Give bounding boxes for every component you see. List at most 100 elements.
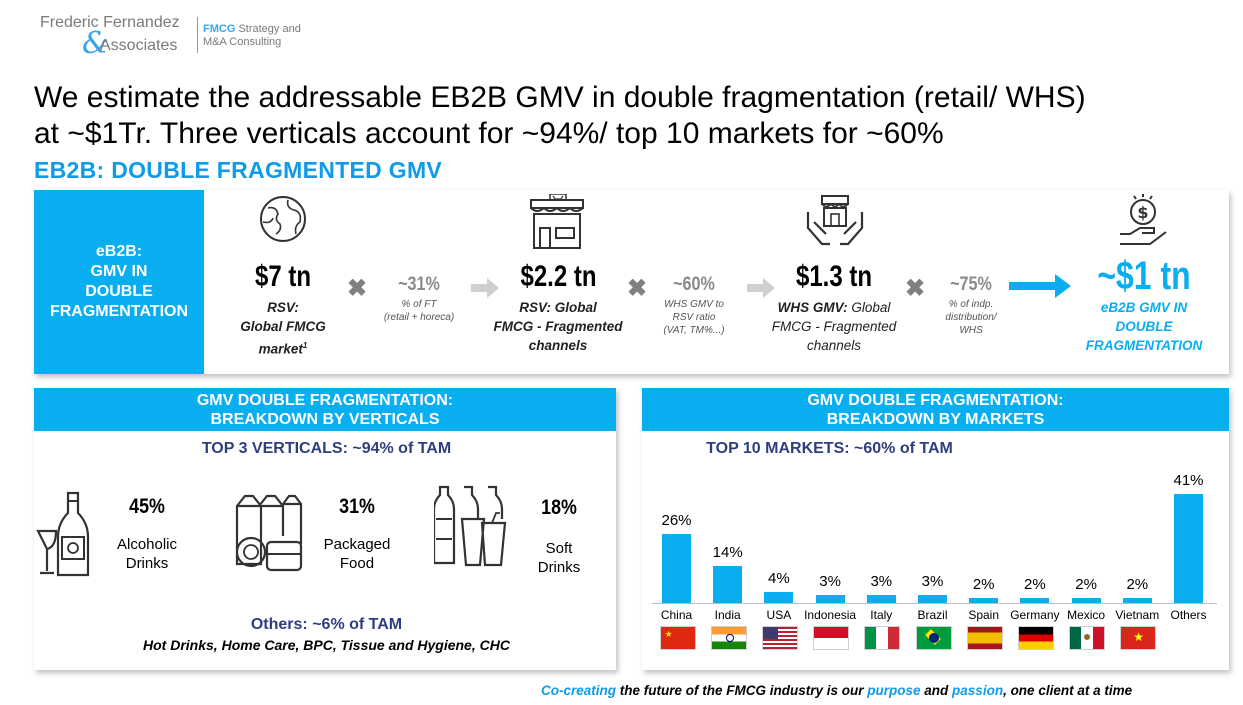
vertical-label: Soft Drinks — [514, 539, 604, 577]
verticals-others-list: Hot Drinks, Home Care, BPC, Tissue and H… — [143, 637, 510, 653]
chart-bar — [662, 533, 691, 603]
step-description: WHS GMV: Global FMCG - Fragmented channe… — [759, 298, 909, 355]
footer-highlight: passion — [952, 683, 1004, 698]
subheadline: EB2B: DOUBLE FRAGMENTED GMV — [34, 157, 443, 183]
flow-label-line: FRAGMENTATION — [49, 303, 189, 320]
step-desc-line: RSV: — [267, 300, 299, 315]
step-value: $7 tn — [254, 260, 312, 293]
footer-tagline: Co-creating the future of the FMCG indus… — [541, 683, 1132, 698]
category-label: Indonesia — [804, 608, 857, 622]
vertical-pct: 45% — [129, 495, 165, 518]
svg-text:$: $ — [1137, 203, 1148, 222]
logo-ampersand: & — [82, 26, 109, 61]
ratio-value: ~75% — [950, 274, 992, 295]
chart-bar — [1020, 597, 1050, 603]
ratio-note-line: distribution/ — [945, 312, 997, 323]
category-label: Others — [1170, 608, 1207, 622]
germany-flag-icon — [1017, 626, 1054, 650]
verticals-panel-title: GMV DOUBLE FRAGMENTATION: BREAKDOWN BY V… — [34, 388, 616, 431]
logo-name-line1: Frederic Fernandez — [40, 14, 180, 31]
chart-bar — [713, 565, 743, 603]
ratio-note: % of indp. distribution/ WHS — [923, 298, 1019, 337]
multiply-icon: ✖ — [346, 275, 368, 302]
bar-value-label: 26% — [661, 511, 692, 529]
step-description: RSV: Global FMCG - Fragmented channels — [483, 298, 633, 355]
vietnam-flag-icon: ★ — [1120, 626, 1157, 650]
ratio-note-line: % of FT — [401, 299, 437, 310]
vertical-label-line: Soft — [545, 540, 573, 557]
chart-bar — [918, 595, 947, 603]
logo-tagline-line1: FMCG Strategy and — [203, 23, 301, 35]
category-label: Spain — [968, 608, 1000, 622]
verticals-panel: GMV DOUBLE FRAGMENTATION: BREAKDOWN BY V… — [34, 388, 616, 670]
chart-bar — [1174, 493, 1203, 603]
footer-highlight: Co-creating — [541, 683, 617, 698]
panel-title-line: BREAKDOWN BY VERTICALS — [210, 411, 440, 428]
step-desc-line: FMCG - Fragmented — [771, 319, 897, 334]
spain-flag-icon — [966, 626, 1003, 650]
multiply-icon: ✖ — [626, 275, 648, 302]
vertical-label: Packaged Food — [312, 535, 402, 573]
packaged-food-icon — [229, 494, 309, 574]
footer-text: and — [920, 683, 953, 698]
mexico-flag-icon — [1069, 626, 1106, 650]
step-desc-line: WHS GMV: Global — [759, 298, 909, 317]
category-label: Germany — [1010, 608, 1060, 622]
arrow-icon — [471, 278, 499, 303]
ratio-note-line: WHS — [959, 325, 983, 336]
step-desc-line: channels — [806, 338, 862, 353]
vertical-label-line: Packaged — [323, 536, 391, 553]
chart-bar — [969, 597, 999, 603]
vertical-pct: 31% — [339, 495, 375, 518]
ratio-note-line: (VAT, TM%...) — [663, 325, 725, 336]
logo-name-line2: Associates — [100, 37, 178, 54]
markets-top-heading: TOP 10 MARKETS: ~60% of TAM — [706, 440, 953, 457]
bar-value-label: 14% — [712, 543, 743, 561]
headline-line1: We estimate the addressable EB2B GMV in … — [34, 81, 1086, 114]
ratio-note-line: % of indp. — [948, 299, 994, 310]
vertical-label-line: Alcoholic — [116, 536, 178, 553]
flow-panel: eB2B: GMV IN DOUBLE FRAGMENTATION $7 tn … — [34, 190, 1229, 374]
bar-value-label: 2% — [1024, 575, 1046, 593]
category-label: Vietnam — [1115, 608, 1160, 622]
chart-bar — [815, 595, 845, 603]
markets-panel-title: GMV DOUBLE FRAGMENTATION: BREAKDOWN BY M… — [642, 388, 1229, 431]
flow-label-line: GMV IN — [90, 263, 148, 280]
x-axis-line — [652, 603, 1218, 604]
italy-flag-icon — [864, 626, 901, 650]
step-desc-text: Global — [847, 300, 891, 315]
panel-title-line: GMV DOUBLE FRAGMENTATION: — [196, 392, 454, 409]
india-flag-icon — [710, 626, 747, 650]
headline-line2: at ~$1Tr. Three verticals account for ~9… — [34, 117, 944, 150]
category-label: Brazil — [917, 608, 948, 622]
step-desc-line: market1 — [223, 336, 343, 359]
footnote-mark: 1 — [302, 341, 308, 350]
storefront-icon — [528, 193, 586, 250]
bar-value-label: 4% — [768, 570, 790, 588]
multiply-icon: ✖ — [904, 275, 926, 302]
flow-label-box: eB2B: GMV IN DOUBLE FRAGMENTATION — [34, 190, 204, 374]
step-desc-bold: WHS GMV: — [777, 300, 848, 315]
bar-value-label: 3% — [819, 573, 841, 590]
vertical-pct: 18% — [541, 496, 577, 519]
brazil-flag-icon — [915, 626, 952, 650]
ratio-value: ~60% — [673, 274, 715, 295]
ratio-value: ~31% — [398, 274, 440, 295]
chart-bar — [1071, 597, 1101, 603]
step-desc-text: market — [258, 341, 303, 357]
category-label: India — [714, 608, 741, 622]
bar-value-label: 2% — [1126, 575, 1149, 593]
vertical-label: Alcoholic Drinks — [102, 535, 192, 573]
usa-flag-icon — [761, 626, 798, 650]
hands-shop-icon — [804, 192, 866, 250]
markets-bar-chart: 26% China ★ 14% India 4% USA 3% Indonesia 3% Italy… — [642, 458, 1229, 663]
panel-title-line: BREAKDOWN BY MARKETS — [826, 411, 1045, 428]
bar-value-label: 41% — [1173, 471, 1204, 489]
ratio-note-line: (retail + horeca) — [383, 312, 455, 323]
bar-value-label: 2% — [972, 575, 995, 593]
category-label: USA — [766, 608, 792, 622]
verticals-top-heading: TOP 3 VERTICALS: ~94% of TAM — [201, 440, 452, 457]
bar-value-label: 3% — [870, 573, 893, 590]
chart-bar — [764, 592, 794, 603]
category-label: Mexico — [1067, 608, 1106, 622]
